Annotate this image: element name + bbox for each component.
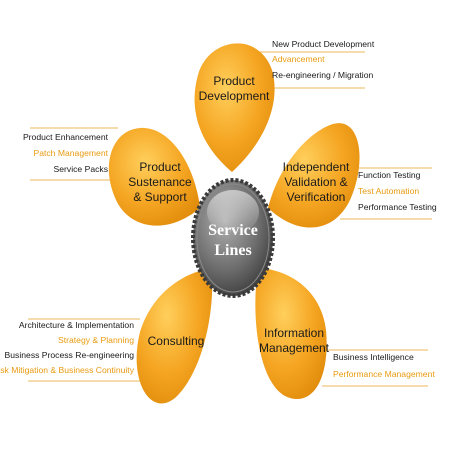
center-hub: Service Lines xyxy=(191,178,275,298)
items-independent-validation: Function Testing Test Automation Perform… xyxy=(358,170,437,212)
petal-label-line: Sustenance xyxy=(128,175,192,189)
petal-label-line: Product xyxy=(139,160,181,174)
list-item: Function Testing xyxy=(358,170,421,180)
petal-consulting: Consulting xyxy=(136,268,213,404)
petal-information-management: Information Management xyxy=(255,268,330,400)
petal-label-line: Development xyxy=(199,89,270,103)
petal-label-line: Verification xyxy=(287,190,346,204)
petal-label-line: Independent xyxy=(283,160,350,174)
list-item: Business Intelligence xyxy=(333,352,414,362)
petal-label-line: Validation & xyxy=(284,175,347,189)
petal-product-development: Product Development xyxy=(194,43,275,173)
list-item: Risk Mitigation & Business Continuity xyxy=(0,365,135,375)
center-title-line: Service xyxy=(208,222,258,239)
center-title-line: Lines xyxy=(214,242,251,259)
items-consulting: Architecture & Implementation Strategy &… xyxy=(0,320,135,375)
petal-product-sustenance: Product Sustenance & Support xyxy=(108,127,200,226)
list-item: Re-engineering / Migration xyxy=(272,70,373,80)
petal-independent-validation: Independent Validation & Verification xyxy=(268,123,360,228)
items-product-sustenance: Product Enhancement Patch Management Ser… xyxy=(23,132,109,174)
list-item: Performance Testing xyxy=(358,202,437,212)
petal-label-line: Consulting xyxy=(148,334,205,348)
items-information-management: Business Intelligence Performance Manage… xyxy=(333,352,435,379)
list-item: Business Process Re-engineering xyxy=(5,350,135,360)
petal-label-line: Management xyxy=(259,341,330,355)
petal-label-line: Information xyxy=(264,326,324,340)
list-item: Advancement xyxy=(272,54,325,64)
petal-label-line: & Support xyxy=(133,190,187,204)
list-item: Patch Management xyxy=(33,148,108,158)
petal-label-line: Product xyxy=(213,74,255,88)
list-item: Test Automation xyxy=(358,186,419,196)
list-item: Architecture & Implementation xyxy=(19,320,134,330)
list-item: Service Packs xyxy=(54,164,108,174)
items-product-development: New Product Development Advancement Re-e… xyxy=(272,39,375,80)
list-item: Strategy & Planning xyxy=(58,335,134,345)
list-item: Product Enhancement xyxy=(23,132,109,142)
list-item: New Product Development xyxy=(272,39,375,49)
list-item: Performance Management xyxy=(333,369,435,379)
